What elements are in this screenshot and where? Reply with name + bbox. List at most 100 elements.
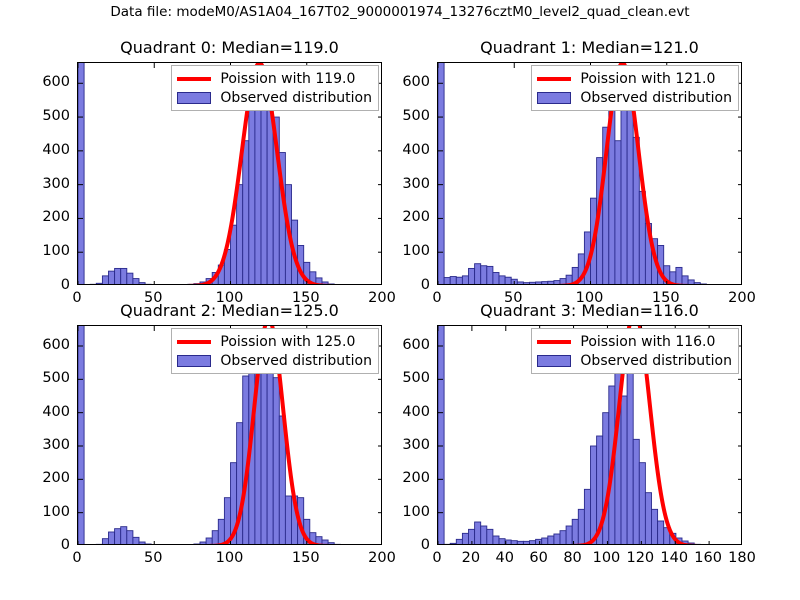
quadrant-0-legend-item: Poission with 119.0 (177, 69, 372, 88)
quadrant-2-xtick-label: 150 (291, 550, 320, 566)
quadrant-1-tickmarks (438, 63, 741, 284)
quadrant-2-histogram-bars (78, 326, 341, 544)
quadrant-0-tickmarks (78, 63, 381, 284)
quadrant-2-plot (78, 326, 381, 544)
quadrant-1-xtick-label: 150 (651, 290, 680, 306)
quadrant-0-legend-item: Observed distribution (177, 88, 372, 107)
fit-line-swatch-icon (537, 335, 572, 349)
quadrant-0-xtick-label: 100 (215, 290, 244, 306)
quadrant-0-xtick-label: 150 (291, 290, 320, 306)
quadrant-3-axes: Poission with 116.0 Observed distribution (437, 325, 742, 545)
quadrant-3-xtick-label: 60 (529, 550, 548, 566)
quadrant-1-ytick-label: 200 (402, 209, 430, 226)
quadrant-0-legend-label: Observed distribution (220, 89, 372, 106)
quadrant-2-xtick-label: 100 (215, 550, 244, 566)
quadrant-0-title: Quadrant 0: Median=119.0 (120, 38, 339, 57)
quadrant-3-xtick-label: 100 (592, 550, 621, 566)
quadrant-1-axes: Poission with 121.0 Observed distribution (437, 62, 742, 285)
quadrant-1-ytick-label: 100 (402, 243, 430, 260)
quadrant-3-xtick-label: 20 (461, 550, 481, 566)
quadrant-1-legend: Poission with 121.0 Observed distribution (531, 65, 739, 111)
quadrant-2-ytick-label: 500 (42, 370, 70, 387)
quadrant-3-ytick-label: 600 (402, 337, 430, 353)
quadrant-0-plot (78, 63, 381, 284)
quadrant-2-ytick-label: 100 (42, 503, 70, 520)
quadrant-0-ytick-label: 600 (42, 74, 70, 91)
quadrant-2-ytick-label: 600 (42, 337, 70, 353)
quadrant-1-plot (438, 63, 741, 284)
quadrant-2-ytick-label: 400 (42, 403, 70, 420)
quadrant-2-ytick-label: 0 (60, 537, 70, 553)
quadrant-3-legend: Poission with 116.0 Observed distribution (531, 328, 739, 374)
quadrant-1-legend-item: Observed distribution (537, 88, 732, 107)
quadrant-1-xtick-label: 200 (728, 290, 756, 306)
quadrant-2-legend-label: Poission with 125.0 (220, 333, 356, 350)
quadrant-1-legend-label: Poission with 121.0 (580, 70, 716, 87)
quadrant-3-xtick-label: 80 (563, 550, 582, 566)
quadrant-0-ytick-label: 200 (42, 209, 70, 226)
histogram-patch-swatch-icon (537, 354, 572, 367)
quadrant-3-ytick-label: 300 (402, 437, 430, 453)
quadrant-1-ytick-label: 500 (402, 108, 430, 125)
quadrant-3-ytick-label: 200 (402, 470, 430, 487)
histogram-patch-swatch-icon (177, 91, 212, 104)
quadrant-3-xtick-label: 120 (626, 550, 655, 566)
quadrant-2-legend-label: Observed distribution (220, 352, 372, 369)
quadrant-0-ytick-label: 400 (42, 141, 70, 158)
figure-suptitle: Data file: modeM0/AS1A04_167T02_90000019… (110, 4, 690, 20)
quadrant-2-tickmarks (78, 326, 381, 544)
quadrant-1-title: Quadrant 1: Median=121.0 (480, 38, 699, 57)
quadrant-0-fit-curve (78, 63, 381, 284)
quadrant-3-xtick-label: 40 (495, 550, 514, 566)
histogram-patch-swatch-icon (177, 354, 212, 367)
quadrant-2-xtick-label: 200 (368, 550, 396, 566)
quadrant-1-ytick-label: 600 (402, 74, 430, 91)
quadrant-1: Quadrant 1: Median=121.0 Poission with 12… (402, 38, 756, 306)
quadrant-0-axes: Poission with 119.0 Observed distribution (77, 62, 382, 285)
quadrant-0-xtick-label: 200 (368, 290, 396, 306)
quadrant-2-axes: Poission with 125.0 Observed distribution (77, 325, 382, 545)
quadrant-1-legend-label: Observed distribution (580, 89, 732, 106)
histogram-patch-swatch-icon (537, 91, 572, 104)
quadrant-1-ytick-label: 0 (420, 277, 430, 293)
quadrant-0-ytick-label: 0 (60, 277, 70, 293)
quadrant-2: Quadrant 2: Median=125.0 Poission with 12… (42, 301, 396, 566)
quadrant-2-xtick-label: 50 (144, 550, 163, 566)
quadrant-0-ytick-label: 300 (42, 175, 70, 192)
quadrant-1-ytick-label: 400 (402, 141, 430, 158)
quadrant-3-ytick-label: 100 (402, 503, 430, 520)
quadrant-0-legend: Poission with 119.0 Observed distribution (171, 65, 379, 111)
quadrant-2-title: Quadrant 2: Median=125.0 (120, 301, 339, 320)
quadrant-2-legend: Poission with 125.0 Observed distribution (171, 328, 379, 374)
quadrant-2-legend-item: Observed distribution (177, 351, 372, 370)
quadrant-3-xtick-label: 0 (432, 550, 442, 566)
quadrant-0: Quadrant 0: Median=119.0 Poission with 11… (42, 38, 396, 306)
quadrant-3-ytick-label: 400 (402, 403, 430, 420)
quadrant-3-xtick-label: 180 (728, 550, 756, 566)
quadrant-1-legend-item: Poission with 121.0 (537, 69, 732, 88)
quadrant-3-xtick-label: 160 (694, 550, 722, 566)
quadrant-0-ytick-label: 500 (42, 108, 70, 125)
quadrant-3: Quadrant 3: Median=116.0 Poission with 11… (402, 301, 756, 566)
quadrant-1-xtick-label: 0 (432, 290, 442, 306)
quadrant-1-xtick-label: 50 (504, 290, 523, 306)
fit-line-swatch-icon (177, 335, 212, 349)
quadrant-2-ytick-label: 300 (42, 437, 70, 453)
quadrant-3-legend-item: Observed distribution (537, 351, 732, 370)
quadrant-2-xtick-label: 0 (72, 550, 82, 566)
quadrant-3-ytick-label: 500 (402, 370, 430, 387)
quadrant-3-fit-curve (438, 326, 741, 544)
quadrant-0-legend-label: Poission with 119.0 (220, 70, 356, 87)
quadrant-2-ytick-label: 200 (42, 470, 70, 487)
quadrant-3-title: Quadrant 3: Median=116.0 (480, 301, 699, 320)
fit-line-swatch-icon (537, 72, 572, 86)
quadrant-0-xtick-label: 50 (144, 290, 163, 306)
quadrant-1-ytick-label: 300 (402, 175, 430, 192)
quadrant-3-legend-label: Poission with 116.0 (580, 333, 716, 350)
fit-line-swatch-icon (177, 72, 212, 86)
quadrant-2-legend-item: Poission with 125.0 (177, 332, 372, 351)
quadrant-2-fit-curve (78, 326, 381, 544)
quadrant-3-ytick-label: 0 (420, 537, 430, 553)
quadrant-3-legend-item: Poission with 116.0 (537, 332, 732, 351)
